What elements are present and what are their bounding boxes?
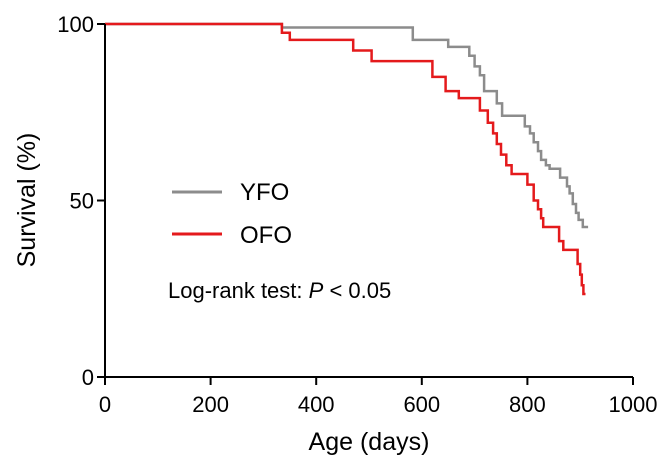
series-line-yfo bbox=[105, 22, 589, 229]
x-tick-label: 600 bbox=[403, 392, 440, 417]
annotation-suffix: < 0.05 bbox=[329, 278, 391, 303]
y-tick-label: 100 bbox=[57, 12, 94, 37]
annotation-p: P bbox=[309, 278, 324, 303]
x-tick-label: 1000 bbox=[609, 392, 658, 417]
axes bbox=[104, 24, 633, 378]
series-lines bbox=[105, 22, 589, 296]
y-ticks: 0 50 100 bbox=[57, 12, 105, 390]
annotation-prefix: Log-rank test: bbox=[168, 278, 309, 303]
x-axis-label: Age (days) bbox=[309, 428, 430, 456]
x-ticks: 0 200 400 600 800 1000 bbox=[99, 377, 658, 417]
x-tick-label: 400 bbox=[298, 392, 335, 417]
series-line-ofo bbox=[105, 22, 586, 296]
y-tick-label: 0 bbox=[82, 365, 94, 390]
y-tick-label: 50 bbox=[70, 189, 94, 214]
x-tick-label: 0 bbox=[99, 392, 111, 417]
y-axis-label: Survival (%) bbox=[13, 133, 41, 268]
logrank-annotation: Log-rank test: P < 0.05 bbox=[168, 278, 391, 303]
legend: YFO OFO bbox=[172, 179, 292, 249]
x-tick-label: 200 bbox=[192, 392, 229, 417]
legend-label-ofo: OFO bbox=[240, 222, 292, 249]
legend-label-yfo: YFO bbox=[240, 179, 289, 206]
x-tick-label: 800 bbox=[509, 392, 546, 417]
